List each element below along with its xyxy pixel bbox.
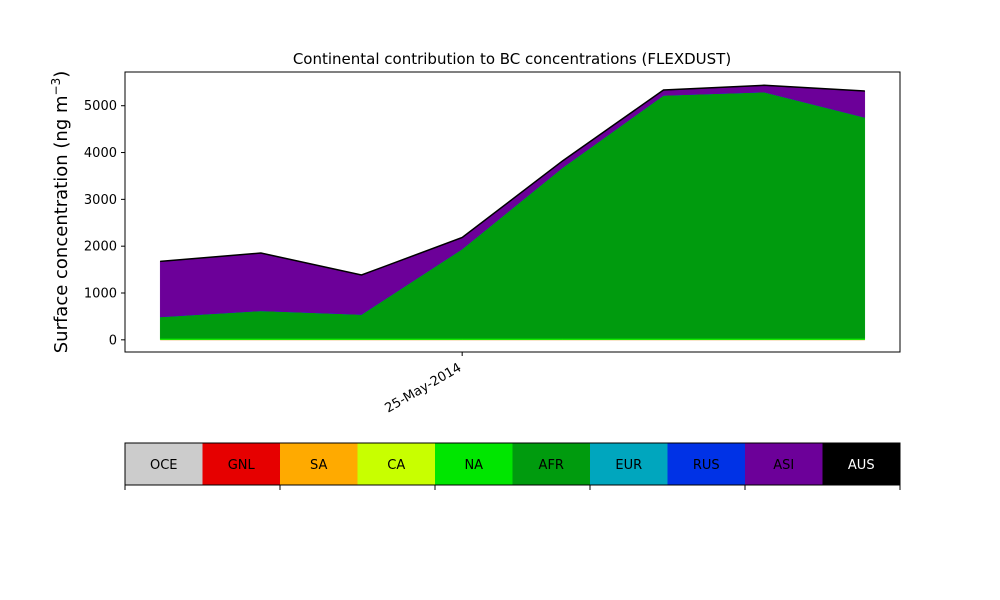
x-tick-label: 25-May-2014 <box>382 360 464 416</box>
stacked-area-series <box>159 85 866 341</box>
chart-title: Continental contribution to BC concentra… <box>293 50 731 68</box>
legend-label-na: NA <box>464 458 483 473</box>
series-edge-lines <box>160 84 865 276</box>
legend-swatch-asi <box>745 443 823 485</box>
legend-swatch-gnl <box>202 443 281 485</box>
y-tick-label: 1000 <box>84 287 117 302</box>
y-axis: 0 1000 2000 3000 4000 5000 <box>84 99 125 348</box>
y-tick-label: 2000 <box>84 240 117 255</box>
legend-swatch-aus <box>822 443 901 485</box>
y-axis-label-close: ) <box>51 71 72 78</box>
legend-label-rus: RUS <box>693 458 720 473</box>
y-tick-label: 4000 <box>84 146 117 161</box>
legend-label-ca: CA <box>387 458 405 473</box>
legend-frame <box>124 442 901 486</box>
y-tick-label: 0 <box>109 333 117 348</box>
legend-label-oce: OCE <box>150 458 178 473</box>
x-axis: 25-May-2014 <box>382 352 464 416</box>
legend-label-afr: AFR <box>539 458 564 473</box>
plot-frame <box>124 71 901 353</box>
legend-swatch-rus <box>667 443 746 485</box>
legend-label-gnl: GNL <box>228 458 256 473</box>
color-legend: OCE GNL SA CA NA AFR EUR RUS ASI AUS <box>124 442 901 490</box>
y-tick-label: 5000 <box>84 99 117 114</box>
legend-label-eur: EUR <box>615 458 642 473</box>
legend-label-aus: AUS <box>848 458 875 473</box>
y-axis-label: Surface concentration (ng m−3) <box>49 71 72 354</box>
legend-swatch-sa <box>280 443 358 485</box>
legend-label-asi: ASI <box>773 458 794 473</box>
y-tick-label: 3000 <box>84 193 117 208</box>
legend-swatch-afr <box>512 443 591 485</box>
legend-label-sa: SA <box>310 458 327 473</box>
legend-swatch-eur <box>590 443 668 485</box>
legend-swatch-na <box>435 443 513 485</box>
y-axis-label-main: Surface concentration (ng m <box>51 95 72 353</box>
top-outline <box>160 84 865 276</box>
y-axis-label-unit: −3 <box>49 78 63 96</box>
legend-swatch-oce <box>125 443 203 485</box>
legend-swatch-ca <box>357 443 436 485</box>
